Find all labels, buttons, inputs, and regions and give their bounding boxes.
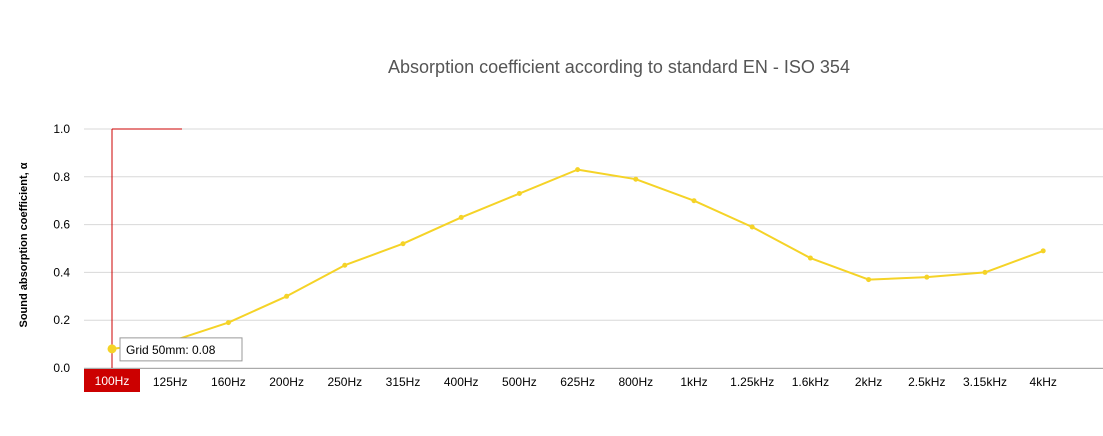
x-tick-label: 250Hz — [327, 375, 362, 389]
grid-layer — [84, 128, 1103, 369]
x-tick-label: 1kHz — [680, 375, 707, 389]
x-tick-label: 1.25kHz — [730, 375, 774, 389]
data-point[interactable] — [342, 262, 348, 268]
x-tick-label: 500Hz — [502, 375, 537, 389]
y-axis-label: Sound absorption coefficient, α — [18, 162, 30, 327]
x-tick-label: 2.5kHz — [908, 375, 945, 389]
x-tick-label: 800Hz — [618, 375, 653, 389]
data-point[interactable] — [691, 198, 697, 204]
y-tick-label: 1.0 — [53, 122, 70, 136]
data-point[interactable] — [924, 274, 930, 280]
data-point[interactable] — [516, 191, 522, 197]
tooltip: Grid 50mm: 0.08 — [119, 337, 243, 362]
data-point[interactable] — [284, 293, 290, 299]
y-tick-label: 0.8 — [53, 170, 70, 184]
data-point[interactable] — [575, 167, 581, 173]
y-tick-label: 0.2 — [53, 313, 70, 327]
data-point[interactable] — [749, 224, 755, 230]
data-point[interactable] — [458, 214, 464, 220]
x-tick-label: 400Hz — [444, 375, 479, 389]
crosshair-layer — [111, 128, 182, 368]
x-tick-label: 160Hz — [211, 375, 246, 389]
series-layer — [107, 167, 1046, 354]
x-tick-label: 3.15kHz — [963, 375, 1007, 389]
data-point[interactable] — [807, 255, 813, 261]
data-point[interactable] — [1040, 248, 1046, 254]
x-tick-label: 125Hz — [153, 375, 188, 389]
x-tick-label: 1.6kHz — [792, 375, 829, 389]
x-tick-label: 625Hz — [560, 375, 595, 389]
x-tick-highlight — [84, 369, 140, 392]
tooltip-text: Grid 50mm: 0.08 — [126, 343, 216, 357]
data-point[interactable] — [225, 320, 231, 326]
chart-title: Absorption coefficient according to stan… — [388, 57, 850, 77]
x-tick-label: 100Hz — [95, 374, 130, 388]
y-tick-label: 0.4 — [53, 265, 70, 279]
y-axis-ticks: 0.0 0.2 0.4 0.6 0.8 1.0 — [53, 122, 70, 375]
data-point[interactable] — [633, 176, 639, 182]
tooltip-box — [119, 337, 243, 362]
data-point[interactable] — [400, 241, 406, 247]
data-point[interactable] — [866, 277, 872, 283]
x-tick-label: 315Hz — [386, 375, 421, 389]
y-tick-label: 0.0 — [53, 361, 70, 375]
x-axis-ticks: 100Hz 125Hz 160Hz 200Hz 250Hz 315Hz 400Hz 500Hz… — [84, 369, 1057, 392]
x-tick-label: 4kHz — [1030, 375, 1057, 389]
data-point-highlighted[interactable] — [107, 344, 117, 354]
x-tick-label: 2kHz — [855, 375, 882, 389]
series-line-0 — [111, 168, 1044, 350]
data-point[interactable] — [982, 269, 988, 275]
x-tick-label: 200Hz — [269, 375, 304, 389]
y-tick-label: 0.6 — [53, 218, 70, 232]
